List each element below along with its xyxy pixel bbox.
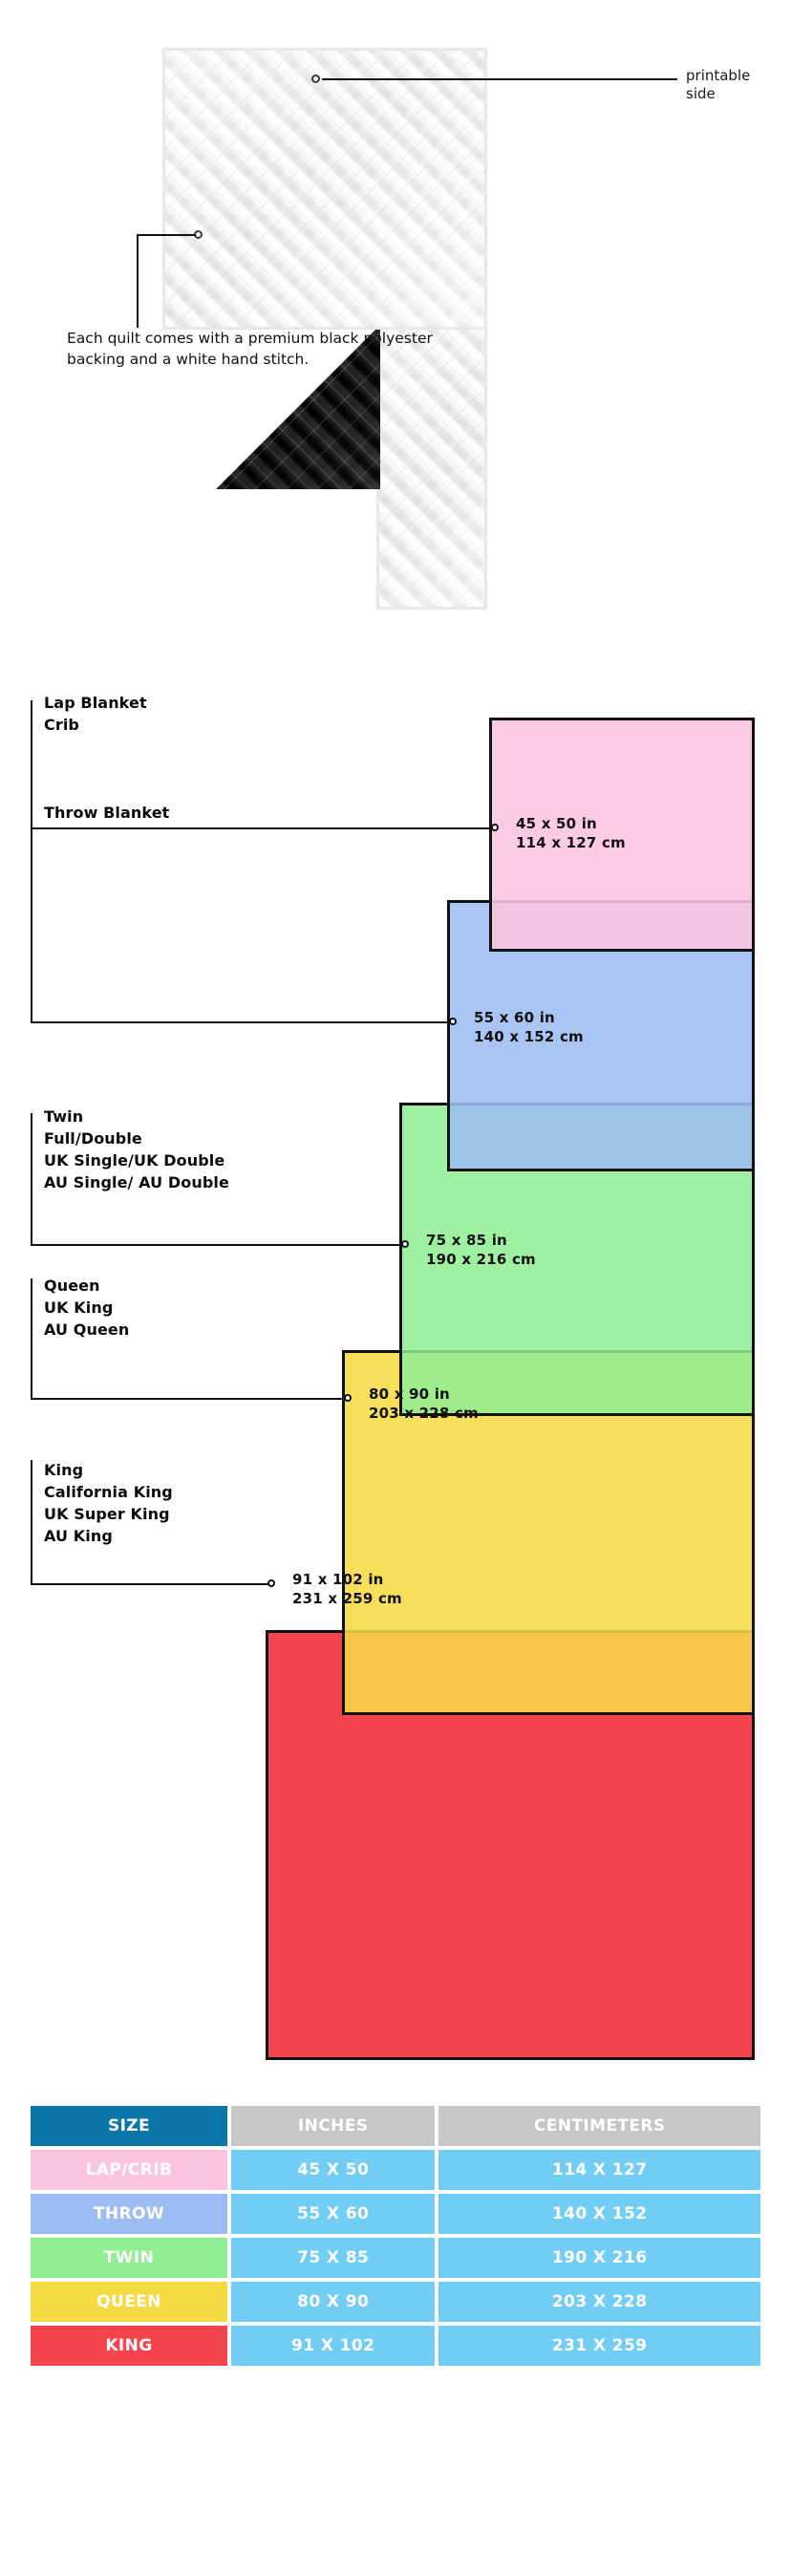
bracket-king-horizontal xyxy=(31,1583,273,1585)
bracket-twin-horizontal xyxy=(31,1244,407,1246)
backing-leader-line-horizontal xyxy=(137,234,196,236)
quilt-graphic xyxy=(162,48,487,610)
table-header-size: SIZE xyxy=(31,2106,227,2146)
table-cell-cm-lap-crib: 114 X 127 xyxy=(438,2150,760,2190)
category-label-twin: Twin Full/Double UK Single/UK Double AU … xyxy=(44,1107,229,1191)
table-cell-inches-lap-crib: 45 X 50 xyxy=(231,2150,436,2190)
table-row: KING 91 X 102 231 X 259 xyxy=(31,2326,760,2366)
table-header-centimeters: CENTIMETERS xyxy=(438,2106,760,2146)
callout-dot-icon-queen xyxy=(344,1394,352,1402)
size-note-twin: 75 x 85 in 190 x 216 cm xyxy=(426,1232,536,1269)
callout-dot-icon-king xyxy=(267,1579,275,1587)
quilt-stitch-pattern xyxy=(379,323,484,607)
table-cell-cm-twin: 190 X 216 xyxy=(438,2238,760,2278)
table-cell-cm-throw: 140 X 152 xyxy=(438,2194,760,2234)
quilt-white-lower-panel xyxy=(376,323,487,610)
table-cell-cm-queen: 203 X 228 xyxy=(438,2282,760,2322)
table-cell-size-twin: TWIN xyxy=(31,2238,227,2278)
table-row: TWIN 75 X 85 190 X 216 xyxy=(31,2238,760,2278)
bracket-king-vertical xyxy=(31,1460,32,1584)
category-label-throw: Throw Blanket xyxy=(44,804,170,822)
table-cell-size-queen: QUEEN xyxy=(31,2282,227,2322)
printable-side-leader-line xyxy=(322,78,677,80)
table-row: THROW 55 X 60 140 X 152 xyxy=(31,2194,760,2234)
table-cell-inches-king: 91 X 102 xyxy=(231,2326,436,2366)
quilt-stitch-pattern xyxy=(165,51,484,327)
table-cell-size-king: KING xyxy=(31,2326,227,2366)
table-cell-inches-queen: 80 X 90 xyxy=(231,2282,436,2322)
table-header-inches: INCHES xyxy=(231,2106,436,2146)
size-note-queen: 80 x 90 in 203 x 228 cm xyxy=(369,1385,479,1423)
bracket-queen-vertical xyxy=(31,1278,32,1399)
size-table: SIZE INCHES CENTIMETERS LAP/CRIB 45 X 50… xyxy=(27,2102,764,2370)
table-row: QUEEN 80 X 90 203 X 228 xyxy=(31,2282,760,2322)
quilt-printable-face xyxy=(162,48,487,330)
backing-leader-line-vertical xyxy=(137,234,139,328)
backing-caption: Each quilt comes with a premium black po… xyxy=(67,330,433,368)
bracket-throw-vertical xyxy=(31,803,32,1022)
category-label-queen: Queen UK King AU Queen xyxy=(44,1277,130,1339)
bracket-lap-crib-horizontal xyxy=(31,827,497,829)
printable-side-label: printable side xyxy=(686,67,751,103)
size-rect-lap-crib xyxy=(489,718,755,952)
table-cell-inches-twin: 75 X 85 xyxy=(231,2238,436,2278)
size-note-lap-crib: 45 x 50 in 114 x 127 cm xyxy=(516,815,626,852)
bracket-lap-crib-vertical xyxy=(31,700,32,828)
printable-side-callout-dot-icon xyxy=(311,75,320,83)
size-note-throw: 55 x 60 in 140 x 152 cm xyxy=(474,1009,584,1046)
callout-dot-icon-lap-crib xyxy=(491,824,499,831)
size-comparison-diagram: Lap Blanket Crib 45 x 50 in 114 x 127 cm… xyxy=(0,669,791,2102)
category-label-king: King California King UK Super King AU Ki… xyxy=(44,1461,173,1545)
table-row: LAP/CRIB 45 X 50 114 X 127 xyxy=(31,2150,760,2190)
table-cell-cm-king: 231 X 259 xyxy=(438,2326,760,2366)
table-cell-size-lap-crib: LAP/CRIB xyxy=(31,2150,227,2190)
table-cell-size-throw: THROW xyxy=(31,2194,227,2234)
bracket-throw-horizontal xyxy=(31,1021,455,1023)
table-header-row: SIZE INCHES CENTIMETERS xyxy=(31,2106,760,2146)
quilt-illustration: printable side Each quilt comes with a p… xyxy=(0,0,791,669)
bracket-queen-horizontal xyxy=(31,1398,350,1400)
callout-dot-icon-throw xyxy=(449,1018,457,1025)
size-note-king: 91 x 102 in 231 x 259 cm xyxy=(292,1571,402,1608)
category-label-lap-crib: Lap Blanket Crib xyxy=(44,694,147,734)
size-table-section: SIZE INCHES CENTIMETERS LAP/CRIB 45 X 50… xyxy=(0,2102,791,2370)
callout-dot-icon-twin xyxy=(401,1240,409,1248)
bracket-twin-vertical xyxy=(31,1113,32,1245)
table-cell-inches-throw: 55 X 60 xyxy=(231,2194,436,2234)
